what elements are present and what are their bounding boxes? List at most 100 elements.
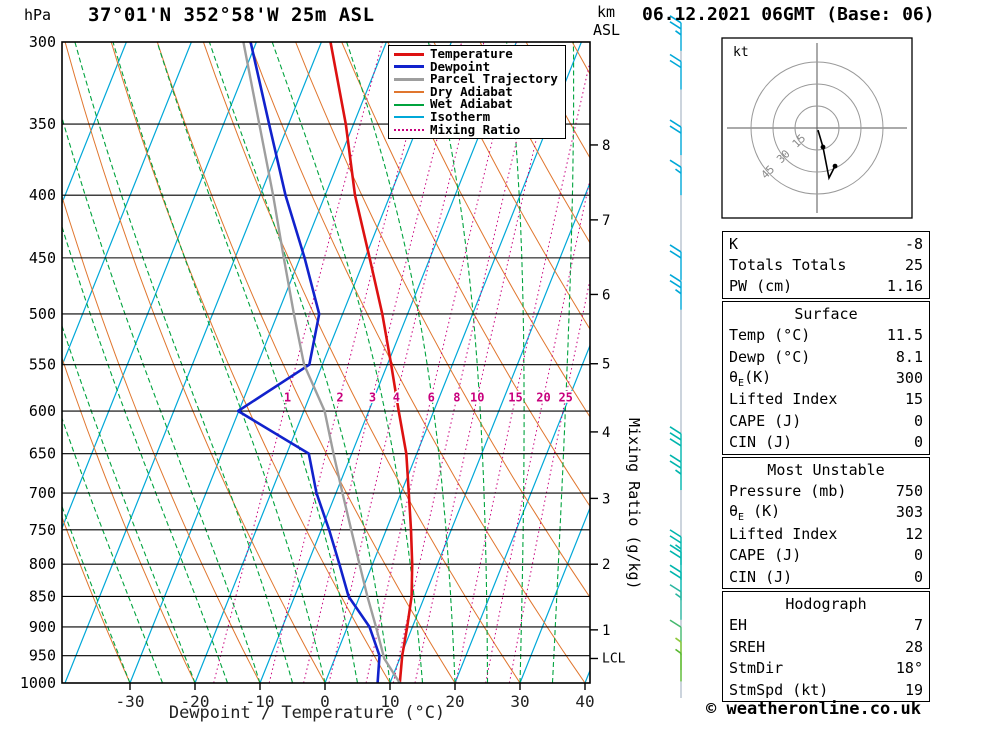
row-value: 19 bbox=[904, 680, 923, 699]
x-tick-label: -30 bbox=[116, 692, 145, 711]
mixing-ratio-label: 25 bbox=[558, 391, 572, 405]
legend-label: Temperature bbox=[430, 46, 513, 61]
pressure-tick-label: 600 bbox=[29, 402, 56, 420]
table-title: Most Unstable bbox=[767, 460, 885, 479]
altitude-axis-unit-asl: ASL bbox=[593, 21, 621, 39]
pressure-tick-label: 450 bbox=[29, 249, 56, 267]
indices-tables: K -8 Totals Totals 25 PW (cm) 1.16 Surface Temp… bbox=[722, 231, 930, 704]
hodograph-ring bbox=[794, 105, 840, 151]
row-label: CAPE (J) bbox=[729, 546, 802, 565]
wind-barb bbox=[669, 244, 682, 280]
mixing-ratio-label: 1 bbox=[284, 391, 291, 405]
pressure-tick-label: 550 bbox=[29, 356, 56, 374]
row-label: EH bbox=[729, 616, 748, 635]
row-value: 7 bbox=[913, 616, 923, 635]
legend-label: Parcel Trajectory bbox=[430, 71, 558, 87]
legend-label: Isotherm bbox=[430, 108, 491, 124]
wet-adiabat-line bbox=[62, 504, 131, 683]
mixing-ratio-label: 20 bbox=[536, 391, 550, 405]
row-value: 303 bbox=[895, 503, 923, 522]
mixing-ratio-label: 2 bbox=[336, 391, 343, 405]
pressure-tick-label: 850 bbox=[29, 587, 56, 605]
legend-item: Wet Adiabat bbox=[392, 98, 565, 111]
pressure-tick-label: 700 bbox=[29, 484, 56, 502]
pressure-tick-label: 800 bbox=[29, 555, 56, 573]
legend-item: Dry Adiabat bbox=[392, 83, 565, 99]
row-label: StmDir bbox=[729, 659, 784, 678]
isotherm-line bbox=[324, 42, 582, 683]
table-row: Pressure (mb) 750 bbox=[723, 480, 929, 501]
row-label: PW (cm) bbox=[729, 277, 793, 296]
wind-barb bbox=[669, 159, 682, 196]
row-label: StmSpd (kt) bbox=[729, 680, 829, 699]
legend: Temperature Dewpoint Parcel Trajectory Dry … bbox=[388, 45, 566, 140]
x-tick-label: -20 bbox=[181, 692, 210, 711]
wind-barb bbox=[669, 119, 682, 156]
hodograph-dot bbox=[820, 144, 826, 150]
pressure-tick-label: 950 bbox=[29, 647, 56, 665]
series-temperature bbox=[329, 42, 414, 683]
table-row: Lifted Index 15 bbox=[723, 389, 929, 410]
altitude-axis-unit-km: km bbox=[597, 3, 616, 21]
row-value: 11.5 bbox=[886, 326, 923, 345]
mixing-ratio-label: 6 bbox=[428, 391, 435, 405]
km-tick-label: 4 bbox=[602, 425, 610, 441]
copyright: © weatheronline.co.uk bbox=[706, 699, 921, 719]
row-value: 18° bbox=[895, 659, 923, 678]
plot-frame bbox=[61, 41, 591, 684]
table-row: Temp (°C) 11.5 bbox=[723, 325, 929, 346]
row-label: θE(K) bbox=[729, 367, 772, 389]
table-hodograph-stats: Hodograph EH 7 SREH 28 StmDir 18° StmSpd (kt) 19 bbox=[722, 591, 930, 703]
row-value: 12 bbox=[904, 524, 923, 543]
wet-adiabat-line bbox=[506, 42, 525, 683]
legend-item: Parcel Trajectory bbox=[392, 73, 565, 86]
wet-adiabat-line bbox=[74, 42, 294, 683]
pressure-tick-label: 350 bbox=[29, 115, 56, 133]
row-label: CIN (J) bbox=[729, 567, 793, 586]
legend-swatch-isotherm bbox=[394, 116, 424, 119]
table-row: Totals Totals 25 bbox=[723, 254, 929, 275]
table-row: EH 7 bbox=[723, 615, 929, 636]
x-tick-label: 0 bbox=[320, 692, 330, 711]
legend-label: Dry Adiabat bbox=[430, 83, 513, 99]
page-title: 37°01'N 352°58'W 25m ASL bbox=[88, 4, 375, 26]
table-title: Hodograph bbox=[785, 594, 867, 613]
isotherm-line bbox=[519, 506, 590, 683]
dry-adiabat-line bbox=[387, 42, 590, 418]
legend-label: Dewpoint bbox=[430, 58, 491, 74]
wet-adiabat-line bbox=[427, 42, 489, 683]
isotherm-line bbox=[454, 343, 590, 683]
row-label: θE (K) bbox=[729, 501, 781, 523]
wet-adiabat-line bbox=[156, 42, 359, 683]
wind-barb bbox=[675, 648, 682, 682]
isotherm-line bbox=[389, 181, 590, 683]
table-row: CIN (J) 0 bbox=[723, 432, 929, 453]
right-axis-label: Mixing Ratio (g/kg) bbox=[625, 418, 643, 590]
km-tick-label: 7 bbox=[602, 213, 610, 229]
wet-adiabat-line bbox=[271, 42, 424, 683]
row-value: -8 bbox=[904, 234, 923, 253]
hodograph-unit-label: kt bbox=[733, 45, 749, 60]
legend-swatch-wet-adiabat bbox=[394, 103, 424, 106]
legend-swatch-temperature bbox=[394, 52, 424, 56]
mixing-ratio-line bbox=[303, 42, 463, 683]
pressure-tick-label: 900 bbox=[29, 618, 56, 636]
pressure-tick-label: 400 bbox=[29, 186, 56, 204]
wet-adiabat-line bbox=[346, 42, 456, 683]
legend-item: Dewpoint bbox=[392, 58, 565, 74]
legend-swatch-dewpoint bbox=[394, 65, 424, 69]
legend-item: Isotherm bbox=[392, 108, 565, 124]
mixing-ratio-line bbox=[268, 42, 432, 683]
wet-adiabat-line bbox=[112, 42, 326, 683]
pressure-tick-label: 650 bbox=[29, 445, 56, 463]
wind-barb bbox=[669, 274, 682, 310]
table-row: PW (cm) 1.16 bbox=[723, 276, 929, 297]
wind-barb bbox=[669, 584, 682, 620]
wet-adiabat-line bbox=[62, 416, 164, 683]
row-label: Totals Totals bbox=[729, 256, 847, 275]
row-label: Lifted Index bbox=[729, 524, 838, 543]
row-value: 28 bbox=[904, 637, 923, 656]
row-label: K bbox=[729, 234, 739, 253]
hodograph-ring bbox=[750, 61, 884, 195]
